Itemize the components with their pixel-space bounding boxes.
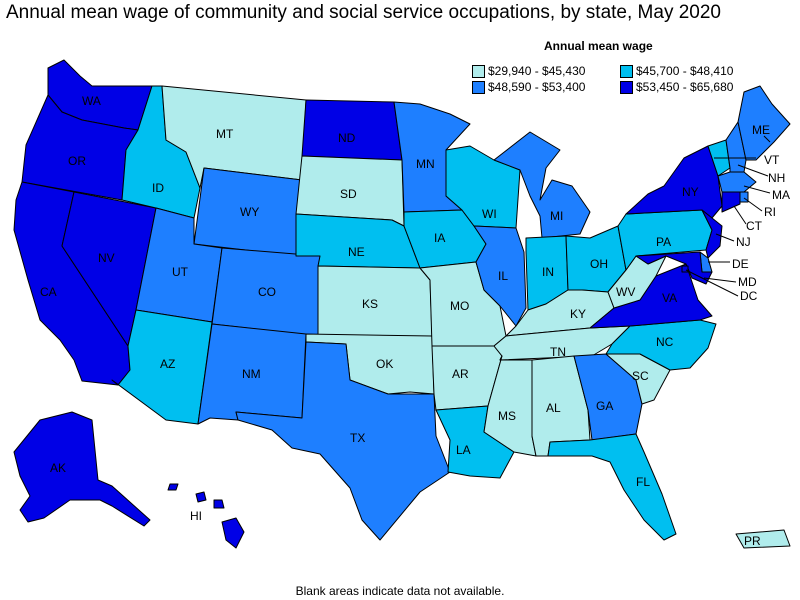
legend-label: $48,590 - $53,400: [488, 80, 586, 94]
state-tx[interactable]: [235, 341, 451, 541]
legend-item: $53,450 - $65,680: [620, 80, 733, 94]
label-sc: SC: [632, 369, 649, 383]
label-va: VA: [662, 291, 677, 305]
label-tx: TX: [350, 431, 365, 445]
state-md[interactable]: [635, 251, 713, 285]
label-ok: OK: [376, 357, 393, 371]
label-nm: NM: [242, 367, 261, 381]
label-ri: RI: [764, 205, 776, 219]
label-dc: DC: [740, 289, 758, 303]
label-ky: KY: [570, 307, 586, 321]
label-id: ID: [152, 181, 164, 195]
label-ms: MS: [498, 409, 516, 423]
label-nd: ND: [338, 131, 356, 145]
label-nj: NJ: [736, 235, 751, 249]
label-ma: MA: [772, 188, 790, 202]
state-me[interactable]: [737, 85, 791, 161]
state-pr[interactable]: [735, 529, 791, 549]
label-co: CO: [258, 285, 276, 299]
label-wv: WV: [616, 285, 635, 299]
state-ak[interactable]: [13, 411, 151, 527]
state-fl[interactable]: [535, 433, 677, 541]
label-az: AZ: [160, 357, 175, 371]
legend-swatch: [472, 64, 485, 78]
label-oh: OH: [590, 257, 608, 271]
label-al: AL: [546, 401, 561, 415]
label-ia: IA: [434, 231, 445, 245]
legend-swatch: [620, 64, 633, 78]
legend-item: $29,940 - $45,430: [472, 64, 585, 78]
label-pr: PR: [744, 534, 761, 548]
label-ar: AR: [452, 367, 469, 381]
label-md: MD: [738, 275, 757, 289]
label-wi: WI: [482, 207, 497, 221]
legend-swatch: [472, 80, 485, 94]
state-nj[interactable]: [701, 209, 723, 259]
label-ne: NE: [348, 245, 365, 259]
state-hi[interactable]: [167, 483, 245, 549]
label-tn: TN: [550, 345, 566, 359]
state-ny[interactable]: [625, 145, 723, 219]
label-or: OR: [68, 154, 86, 168]
legend-label: $45,700 - $48,410: [636, 64, 734, 78]
legend-swatch: [620, 80, 633, 94]
label-ak: AK: [50, 461, 66, 475]
footnote: Blank areas indicate data not available.: [295, 584, 505, 598]
state-ma[interactable]: [717, 171, 757, 193]
label-vt: VT: [764, 153, 780, 167]
label-nv: NV: [98, 251, 115, 265]
state-labels: WA OR CA NV ID MT WY UT CO AZ NM ND SD N…: [40, 94, 790, 548]
label-la: LA: [456, 443, 471, 457]
state-mi[interactable]: [493, 131, 591, 239]
label-sd: SD: [340, 187, 357, 201]
label-wa: WA: [82, 94, 101, 108]
label-nc: NC: [656, 335, 674, 349]
label-pa: PA: [656, 235, 671, 249]
legend-label: $53,450 - $65,680: [636, 80, 734, 94]
state-il[interactable]: [473, 225, 527, 327]
label-mo: MO: [450, 299, 469, 313]
leader-lines: [685, 135, 771, 297]
legend-item: $48,590 - $53,400: [472, 80, 585, 94]
label-me: ME: [752, 123, 770, 137]
label-ut: UT: [172, 265, 189, 279]
label-mi: MI: [550, 209, 563, 223]
label-mn: MN: [416, 157, 435, 171]
legend-title: Annual mean wage: [544, 39, 653, 53]
legend-item: $45,700 - $48,410: [620, 64, 733, 78]
label-il: IL: [498, 269, 508, 283]
label-nh: NH: [768, 171, 785, 185]
label-ks: KS: [362, 297, 378, 311]
map-title: Annual mean wage of community and social…: [6, 2, 721, 23]
label-ca: CA: [40, 285, 57, 299]
state-nd[interactable]: [301, 99, 403, 161]
label-ny: NY: [682, 185, 699, 199]
label-ct: CT: [746, 219, 763, 233]
label-ga: GA: [596, 399, 613, 413]
state-ct[interactable]: [721, 191, 741, 213]
legend-label: $29,940 - $45,430: [488, 64, 586, 78]
label-de: DE: [732, 257, 749, 271]
label-mt: MT: [216, 127, 234, 141]
label-hi: HI: [190, 509, 202, 523]
label-wy: WY: [240, 205, 259, 219]
label-fl: FL: [636, 475, 650, 489]
label-in: IN: [542, 265, 554, 279]
